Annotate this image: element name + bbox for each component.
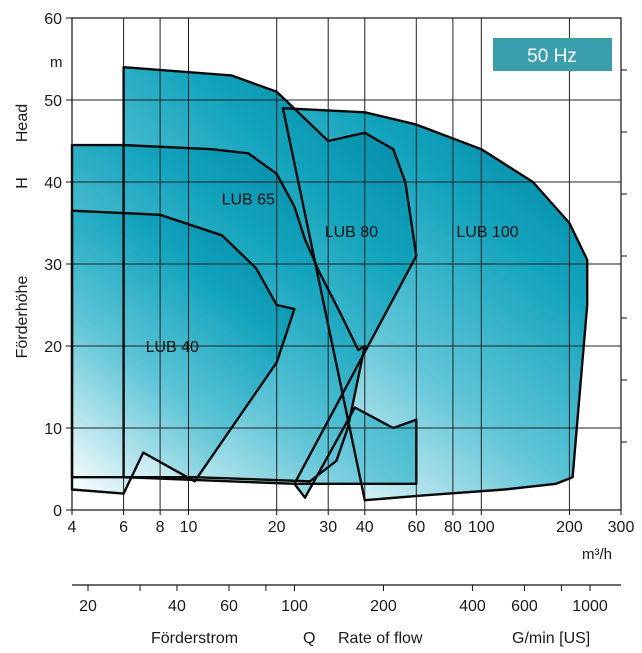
- region-label-lub-40: LUB 40: [146, 339, 199, 356]
- secondary-tick-label: 20: [79, 598, 97, 615]
- region-fill-lub-40: [72, 210, 295, 494]
- region-outline-lub-65: [70, 143, 366, 483]
- secondary-tick-label: 60: [220, 598, 238, 615]
- y-tick-label: 60: [44, 11, 62, 28]
- y-axis-title-en: Head: [14, 104, 31, 142]
- y-tick-label: 10: [44, 421, 62, 438]
- x-tick-label: 40: [356, 519, 374, 536]
- secondary-tick-label: 40: [168, 598, 186, 615]
- flow-title-de: Förderstrom: [151, 630, 238, 647]
- x-tick-label: 80: [444, 519, 462, 536]
- x-tick-label: 8: [156, 519, 165, 536]
- secondary-flow-axis: 20 40 60 100 200 400 600 1000: [72, 584, 621, 615]
- frequency-badge: 50 Hz: [493, 38, 612, 71]
- y-axis-unit: m: [50, 54, 63, 71]
- right-edge-ticks: [621, 69, 627, 443]
- region-label-lub-80: LUB 80: [325, 224, 378, 241]
- x-tick-label: 10: [180, 519, 198, 536]
- x-tick-label: 100: [468, 519, 495, 536]
- x-tick-label: 300: [608, 519, 635, 536]
- x-tick-label: 60: [407, 519, 425, 536]
- y-tick-label: 30: [44, 257, 62, 274]
- grid-lines: [72, 18, 621, 510]
- x-tick-label: 20: [268, 519, 286, 536]
- x-tick-label: 4: [68, 519, 77, 536]
- region-outline-lub-40: [70, 209, 296, 495]
- frequency-badge-background: [493, 38, 612, 71]
- region-outline-lub-100: [281, 107, 589, 502]
- x-axis-unit: m³/h: [582, 546, 612, 563]
- y-tick-label: 50: [44, 93, 62, 110]
- plot-regions: [72, 67, 588, 501]
- y-tick-label: 20: [44, 339, 62, 356]
- region-labels: LUB 100 LUB 80 LUB 65 LUB 40: [146, 191, 519, 356]
- secondary-axis-unit: G/min [US]: [512, 630, 590, 647]
- secondary-tick-label: 1000: [572, 598, 608, 615]
- region-outlines: [70, 66, 589, 502]
- y-axis-ticks: 0 10 20 30 40 50 60: [44, 11, 72, 520]
- frequency-badge-label: 50 Hz: [527, 46, 577, 67]
- secondary-tick-label: 600: [511, 598, 538, 615]
- x-tick-label: 6: [119, 519, 128, 536]
- secondary-tick-label: 400: [459, 598, 486, 615]
- y-axis-title-de: Förderhöhe: [14, 276, 31, 359]
- y-tick-label: 40: [44, 175, 62, 192]
- y-tick-label: 0: [53, 503, 62, 520]
- y-axis-title-symbol: H: [14, 177, 31, 189]
- flow-title-en: Rate of flow: [338, 630, 423, 647]
- region-label-lub-100: LUB 100: [456, 224, 518, 241]
- y-axis-title: Förderhöhe H Head: [14, 104, 31, 358]
- secondary-tick-label: 100: [281, 598, 308, 615]
- flow-title-symbol: Q: [303, 630, 315, 647]
- secondary-tick-label: 200: [370, 598, 397, 615]
- x-axis-ticks: 4 6 8 10 20 30 40 60 80 100 200 300: [68, 510, 635, 536]
- x-tick-label: 200: [556, 519, 583, 536]
- region-label-lub-65: LUB 65: [222, 191, 275, 208]
- region-outline-lub-80: [122, 66, 418, 499]
- x-tick-label: 30: [319, 519, 337, 536]
